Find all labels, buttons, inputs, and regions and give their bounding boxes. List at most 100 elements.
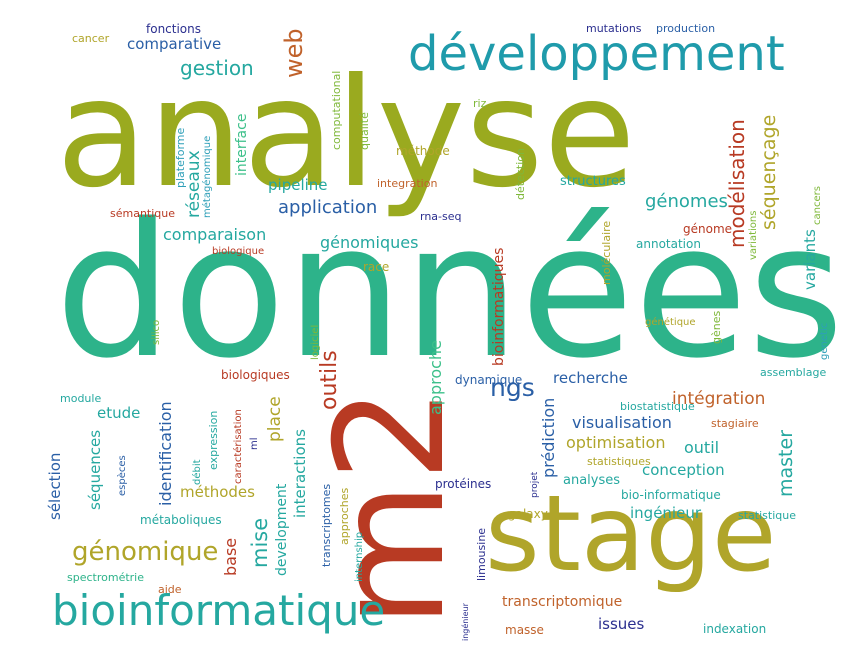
word-selection: sélection — [46, 453, 64, 520]
word-application: application — [278, 197, 377, 218]
word-cancer: cancer — [72, 32, 110, 45]
word-base: base — [221, 538, 240, 576]
word-bioinformatique: bioinformatique — [52, 586, 385, 635]
word-caracterisation: caractérisation — [232, 409, 244, 484]
word-m2: m2 — [304, 386, 478, 628]
word-genes: gènes — [710, 311, 723, 344]
word-variations: variations — [748, 211, 759, 260]
word-genomique: génomique — [72, 537, 218, 567]
word-interactions: interactions — [291, 429, 309, 518]
word-computational: computational — [330, 71, 343, 150]
word-bioinformatiques: bioinformatiques — [491, 248, 507, 366]
word-etude: etude — [97, 404, 140, 422]
word-reseaux: réseaux — [184, 150, 204, 218]
word-place: place — [265, 396, 285, 442]
word-cancers: cancers — [812, 186, 823, 225]
word-conception: conception — [642, 461, 725, 479]
word-fonctions: fonctions — [146, 22, 201, 36]
word-indexation: indexation — [703, 622, 766, 636]
word-projet: projet — [530, 471, 540, 498]
word-limousine: limousine — [475, 528, 488, 581]
word-statistique: statistique — [738, 509, 796, 522]
word-genetique: génétique — [645, 316, 696, 328]
word-statistiques: statistiques — [587, 455, 651, 468]
word-ingenieur: ingénieur — [630, 504, 702, 522]
word-bio-informatique: bio-informatique — [621, 488, 721, 502]
word-semantique: sémantique — [110, 207, 175, 220]
word-analyses: analyses — [563, 473, 620, 488]
word-rna-seq: rna-seq — [420, 210, 462, 223]
word-transcriptomes: transcriptomes — [320, 484, 333, 567]
word-outil: outil — [684, 438, 719, 457]
word-moleculaire: moléculaire — [600, 221, 613, 285]
word-structures: structures — [560, 174, 626, 189]
word-galaxy: galaxy — [508, 507, 548, 521]
word-developpement: développement — [408, 26, 785, 82]
word-methode: méthode — [396, 144, 450, 158]
word-stage: stage — [485, 473, 776, 595]
word-pipeline: pipeline — [268, 176, 328, 194]
word-spectrometrie: spectrométrie — [67, 571, 144, 584]
word-genetic: genetic — [819, 323, 830, 360]
word-approche: approche — [426, 340, 445, 415]
word-genome: génome — [683, 222, 732, 236]
word-comparative: comparative — [127, 35, 221, 53]
word-assemblage: assemblage — [760, 366, 826, 379]
word-analyse: analyse — [56, 47, 636, 221]
word-silico: silico — [151, 320, 162, 345]
word-outils: outils — [317, 350, 342, 410]
word-logiciel: logiciel — [310, 325, 321, 360]
word-approches: approches — [338, 487, 351, 545]
word-variants: variants — [801, 229, 819, 290]
word-methodes: méthodes — [180, 483, 255, 501]
word-recherche: recherche — [553, 369, 628, 387]
word-stagiaire: stagiaire — [711, 417, 759, 430]
word-mise: mise — [248, 518, 272, 568]
word-especes: espèces — [116, 455, 128, 496]
word-development: development — [274, 483, 290, 576]
word-interface: interface — [234, 114, 250, 176]
word-sequencage: séquençage — [758, 115, 780, 230]
word-donnees: données — [55, 183, 844, 399]
word-module: module — [60, 392, 101, 405]
word-optimisation: optimisation — [566, 433, 665, 452]
word-masse: masse — [505, 623, 544, 637]
word-sequences: séquences — [86, 430, 104, 510]
word-transcriptomique: transcriptomique — [502, 594, 622, 610]
word-riz: riz — [473, 97, 487, 110]
word-prediction: prédiction — [539, 398, 558, 478]
word-race: race — [363, 260, 389, 274]
word-biologique: biologique — [212, 246, 264, 257]
word-ngs: ngs — [490, 373, 535, 402]
word-gestion: gestion — [180, 56, 254, 80]
word-proteines: protéines — [435, 477, 491, 491]
word-modelisation: modélisation — [725, 119, 749, 248]
word-expression: expression — [207, 411, 220, 470]
word-comparaison: comparaison — [163, 225, 266, 244]
word-annotation: annotation — [636, 237, 701, 251]
word-ml: ml — [249, 437, 260, 450]
word-production: production — [656, 22, 715, 35]
word-master: master — [775, 430, 797, 497]
word-issues: issues — [598, 615, 645, 633]
word-metagenomique: métagénomique — [201, 136, 213, 218]
word-web: web — [280, 28, 308, 78]
word-detection: détection — [514, 148, 527, 200]
word-genomes: génomes — [645, 191, 728, 212]
word-aide: aide — [158, 583, 182, 596]
word-integration: intégration — [672, 389, 765, 409]
word-plateforme: plateforme — [174, 127, 187, 188]
word-dynamique: dynamique — [455, 373, 522, 387]
word-visualisation: visualisation — [572, 413, 672, 432]
word-mutations: mutations — [586, 22, 642, 35]
word-biostatistique: biostatistique — [620, 400, 695, 413]
word-debit: débit — [191, 459, 203, 485]
word-integration: integration — [377, 177, 437, 190]
word-qualite: qualité — [358, 112, 371, 150]
word-metaboliques: métaboliques — [140, 513, 222, 527]
word-internship: internship — [354, 532, 365, 582]
word-identification: identification — [156, 401, 175, 506]
word-ingenieur: ingénieur — [460, 602, 470, 641]
